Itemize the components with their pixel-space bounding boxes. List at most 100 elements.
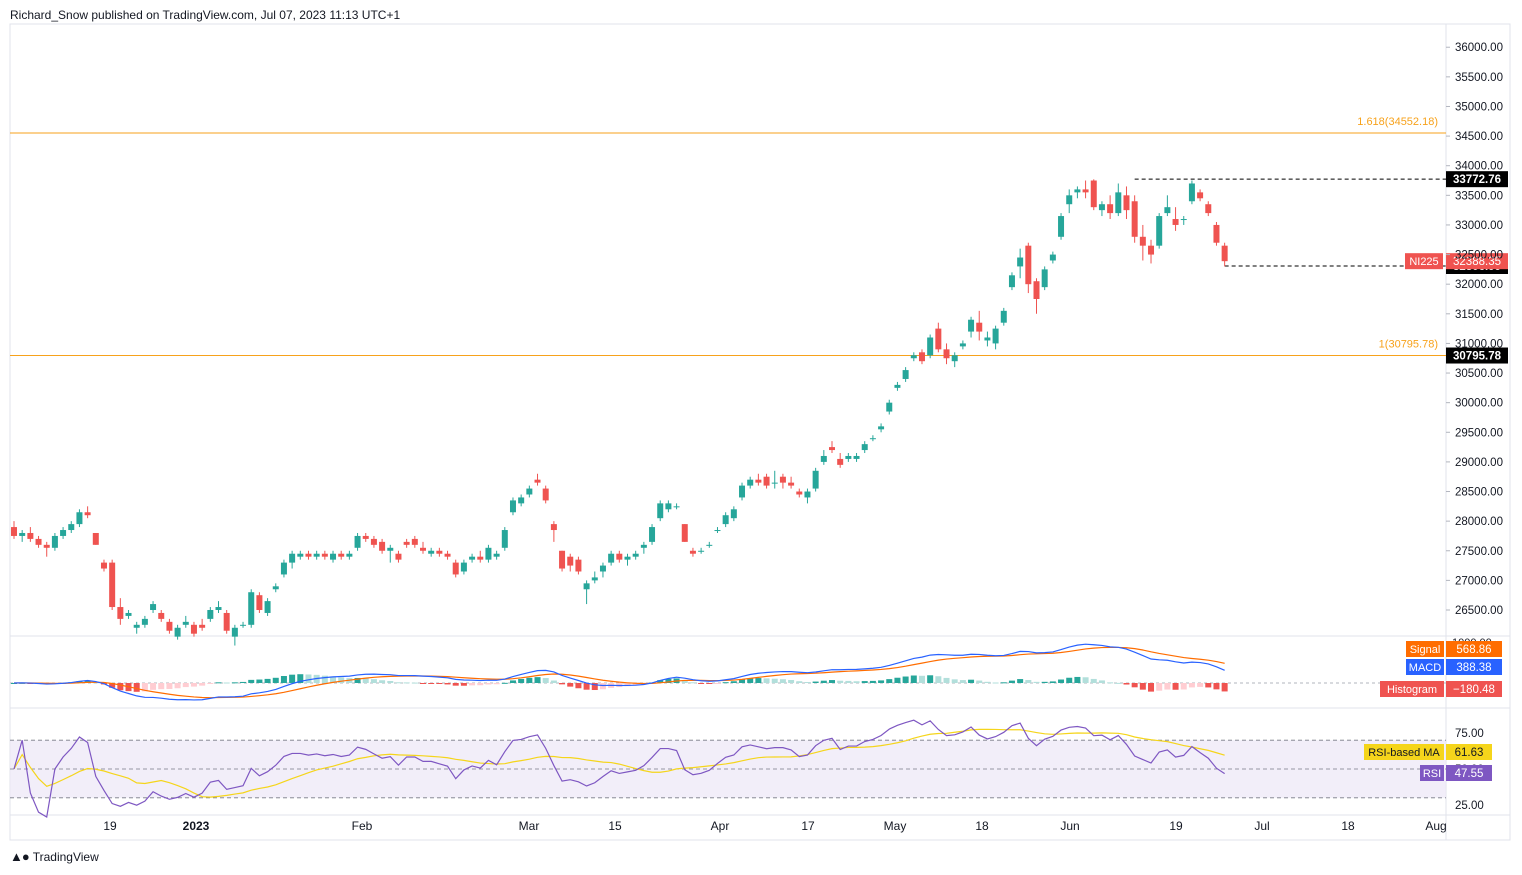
macd-histogram-bar: [256, 679, 263, 683]
macd-histogram-bar: [141, 683, 148, 692]
macd-pane[interactable]: 1000.00Signal568.86MACD388.38Histogram−1…: [10, 637, 1502, 701]
candle-body: [477, 556, 484, 560]
macd-histogram-bar: [1107, 682, 1114, 684]
candle-body: [280, 562, 287, 575]
macd-histogram-bar: [624, 683, 631, 687]
candle-body: [248, 592, 255, 625]
macd-histogram-bar: [493, 683, 500, 685]
fib-label: 1(30795.78): [1379, 339, 1438, 351]
candle-body: [984, 337, 991, 341]
candle-body: [526, 488, 533, 495]
fib-label: 1.618(34552.18): [1357, 116, 1438, 128]
chart-border: [9, 23, 1511, 841]
price-tick-label: 32500.00: [1455, 250, 1503, 262]
macd-histogram-bar: [174, 683, 181, 689]
price-axis[interactable]: 26500.00 27000.00 27500.00 28000.00 28500.00…: [1446, 42, 1503, 617]
macd-histogram-bar: [1049, 681, 1056, 683]
candle-body: [1041, 269, 1048, 288]
candle-body: [92, 532, 99, 545]
candle-body: [436, 550, 443, 554]
macd-histogram-bar: [747, 678, 754, 683]
price-tick-label: 29000.00: [1455, 457, 1503, 469]
candle-body: [567, 556, 574, 566]
candle-body: [452, 562, 459, 575]
candle-body: [158, 612, 165, 619]
macd-histogram-bar: [428, 683, 435, 684]
candle-body: [182, 621, 189, 625]
macd-line: [13, 643, 1225, 701]
macd-histogram-bar: [199, 683, 206, 686]
candle-body: [861, 444, 868, 451]
candle-body: [338, 553, 345, 557]
macd-histogram-bar: [771, 678, 778, 683]
rsi-tick-label: 25.00: [1455, 800, 1484, 812]
candle-body: [420, 547, 426, 551]
candle-body: [951, 355, 958, 362]
candle-body: [1139, 236, 1146, 246]
macd-histogram-bar: [788, 680, 795, 683]
price-tick-label: 28500.00: [1455, 487, 1503, 499]
macd-histogram-bar: [518, 678, 525, 683]
macd-histogram-bar: [730, 681, 737, 683]
macd-histogram-bar: [1188, 683, 1195, 688]
macd-histogram-bar: [1017, 679, 1024, 683]
range-axis-tag-label: 33772.76: [1453, 174, 1501, 186]
candle-body: [444, 553, 451, 557]
candle-body: [240, 624, 247, 626]
macd-histogram-bar: [804, 682, 811, 684]
macd-value-label: 388.38: [1456, 662, 1491, 674]
candle-body: [853, 455, 860, 459]
signal-line: [13, 646, 1225, 699]
candle-body: [665, 503, 672, 510]
candle-body: [100, 562, 107, 569]
candle-body: [1033, 281, 1040, 299]
price-tick-label: 31000.00: [1455, 338, 1503, 350]
time-tick-label: Apr: [711, 819, 730, 833]
macd-histogram-bar: [902, 676, 909, 683]
macd-histogram-bar: [918, 675, 925, 683]
candle-body: [109, 562, 116, 608]
time-tick-label: Jul: [1254, 819, 1269, 833]
time-axis[interactable]: 19 2023 Feb Mar 15 Apr 17 May 18 Jun 19 Jul 18 Aug: [103, 819, 1446, 833]
macd-histogram-bar: [714, 683, 721, 684]
candle-body: [11, 527, 17, 536]
macd-histogram-bar: [567, 683, 574, 687]
macd-tag: [1406, 641, 1444, 657]
time-tick-label: Mar: [519, 819, 540, 833]
price-tick-label: 34500.00: [1455, 131, 1503, 143]
candle-body: [141, 618, 148, 625]
candle-body: [509, 500, 516, 513]
candle-body: [411, 538, 418, 545]
fib-axis-tag: [1446, 347, 1508, 364]
candle-body: [272, 586, 279, 590]
candle-body: [403, 541, 410, 545]
candle-body: [649, 527, 656, 542]
candle-body: [1148, 245, 1155, 255]
macd-histogram-bar: [542, 678, 549, 683]
price-tick-label: 27500.00: [1455, 546, 1503, 558]
candle-body: [632, 553, 639, 557]
candle-body: [968, 319, 975, 332]
candle-body: [902, 370, 909, 379]
candle-body: [485, 547, 492, 560]
candle-body: [493, 553, 500, 557]
candle-body: [1058, 216, 1065, 237]
candle-body: [698, 550, 705, 552]
macd-histogram-bar: [722, 682, 729, 684]
macd-histogram-bar: [321, 675, 328, 683]
candle-body: [1172, 219, 1179, 225]
candle-body: [1156, 216, 1163, 246]
range-axis-tag: [1446, 171, 1508, 188]
candle-body: [559, 550, 566, 569]
chart-frame: [9, 23, 1511, 841]
time-tick-label: 19: [103, 819, 117, 833]
candle-body: [927, 337, 934, 356]
candle-body: [501, 530, 508, 548]
macd-histogram-bar: [869, 680, 876, 683]
tradingview-brand[interactable]: ▲● TradingView: [10, 849, 99, 864]
publisher-caption: Richard_Snow published on TradingView.co…: [10, 8, 401, 22]
macd-histogram-bar: [354, 677, 361, 683]
macd-histogram-bar: [248, 679, 255, 683]
